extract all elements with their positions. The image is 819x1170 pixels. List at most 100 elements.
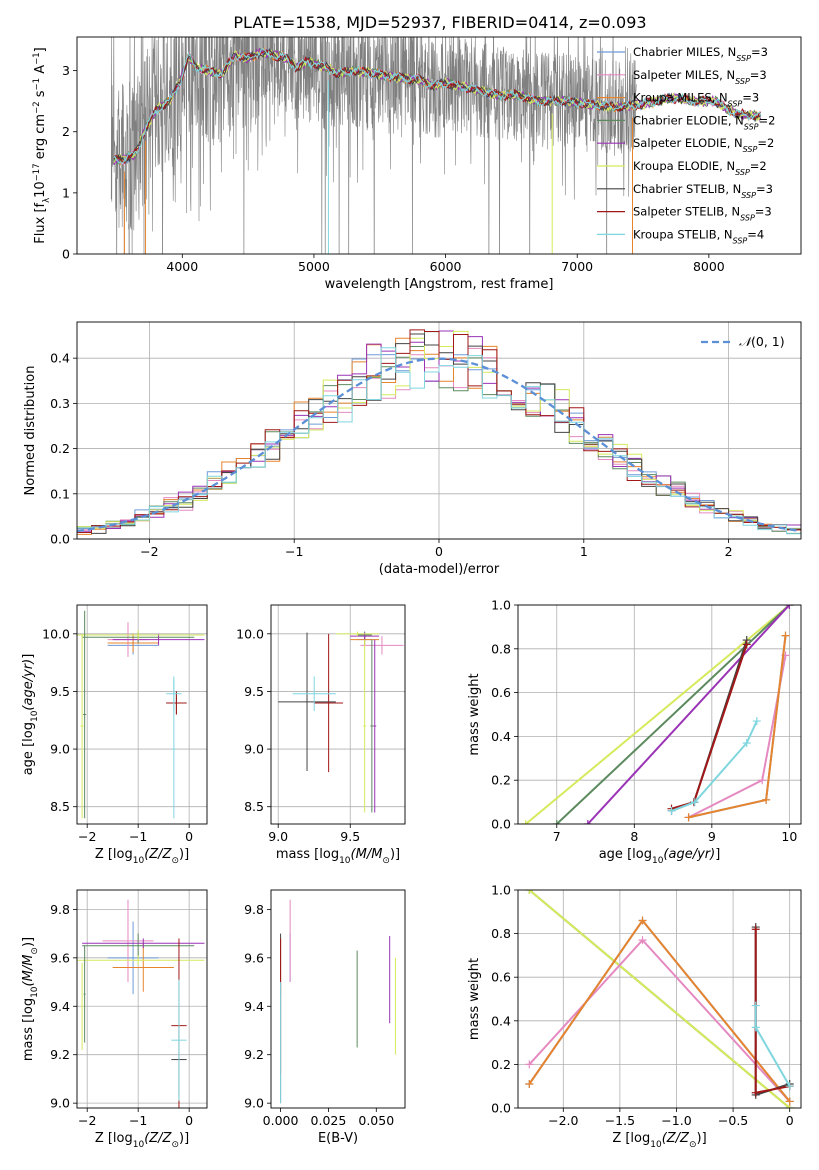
weight-marker (751, 925, 760, 934)
y-tick-label: 0.4 (491, 729, 511, 744)
weight-marker (752, 717, 761, 726)
label-text: Salpeter ELODIE, N (633, 136, 743, 150)
label-text: (age/yr) (663, 847, 715, 862)
label-sub: SSP (735, 168, 750, 177)
axis-label: age [log10(age/yr)] (21, 654, 40, 776)
label-text: λ (42, 198, 52, 203)
y-tick-label: 0.0 (491, 817, 511, 832)
legend-label: Kroupa ELODIE, NSSP=2 (633, 159, 767, 177)
axis-label: Z [log10(Z/Z⊙)] (612, 1131, 706, 1150)
y-tick-label: 9.0 (50, 742, 70, 757)
y-tick-label: 2 (62, 124, 70, 139)
label-text: Chabrier STELIB, N (633, 182, 741, 196)
x-tick-label: 0.050 (358, 1113, 394, 1128)
y-tick-label: 9.2 (50, 1047, 70, 1062)
axis-label: wavelength [Angstrom, rest frame] (325, 277, 554, 292)
label-sub: SSP (744, 122, 759, 131)
x-tick-label: 0 (435, 544, 443, 559)
x-tick-label: −1.0 (661, 1113, 691, 1128)
label-text: (Z/Z (144, 847, 172, 862)
y-tick-label: 9.6 (50, 950, 70, 965)
weight-marker (690, 798, 699, 807)
legend-label: Chabrier ELODIE, NSSP=2 (633, 113, 775, 130)
y-tick-label: 0.6 (491, 970, 511, 985)
x-tick-label: 9.0 (268, 829, 288, 844)
weight-marker (742, 640, 751, 649)
x-tick-label: 7 (553, 829, 561, 844)
label-text: =3 (755, 205, 772, 219)
figure-title: PLATE=1538, MJD=52937, FIBERID=0414, z=0… (233, 13, 646, 32)
label-text: Kroupa MILES, N (633, 91, 728, 105)
axes-frame (76, 889, 208, 1109)
label-text: (Z/Z (144, 1131, 172, 1146)
label-sub: 10 (30, 710, 40, 722)
y-tick-label: 9.0 (50, 1096, 70, 1111)
weight-marker (785, 1082, 794, 1091)
weight-line (754, 1005, 791, 1087)
legend-label: Salpeter MILES, NSSP=3 (633, 68, 767, 86)
axis-label: Z [log10(Z/Z⊙)] (95, 1131, 189, 1150)
y-tick-label: 0.2 (50, 441, 70, 456)
label-sub: 10 (652, 856, 664, 866)
label-sub: ⊙ (689, 1140, 697, 1150)
y-tick-label: 9.0 (244, 1096, 264, 1111)
x-tick-label: 1 (580, 544, 588, 559)
label-sub: 10 (133, 856, 145, 866)
y-tick-label: 0.2 (491, 1057, 511, 1072)
normal-curve (77, 357, 799, 533)
label-text: (M/M (21, 955, 36, 987)
label-sub: ⊙ (30, 947, 40, 955)
label-sub: SSP (733, 236, 748, 245)
axis-label: (data-model)/error (379, 562, 500, 577)
label-text: −1 (32, 52, 42, 65)
plot-area (278, 631, 404, 813)
weight-marker (525, 890, 534, 894)
x-tick-label: −2 (140, 544, 158, 559)
label-text: =4 (747, 227, 764, 241)
weight-marker (751, 1088, 760, 1097)
label-text: =3 (751, 45, 768, 59)
y-tick-label: 0.1 (50, 486, 70, 501)
x-tick-label: 5000 (298, 259, 330, 274)
x-tick-label: −2 (78, 829, 96, 844)
weight-line (587, 605, 791, 824)
legend-label: Salpeter STELIB, NSSP=3 (633, 205, 772, 223)
grid (271, 605, 405, 824)
label-text: =3 (756, 182, 773, 196)
x-tick-label: −0.5 (718, 1113, 748, 1128)
axis-label: age [log10(age/yr)] (599, 847, 721, 866)
label-text: 10 (33, 181, 48, 198)
label-text: age [log (21, 722, 36, 775)
x-tick-label: 0 (185, 829, 193, 844)
axes-frame (517, 889, 802, 1109)
x-tick-label: 2 (725, 544, 733, 559)
label-text: =2 (750, 159, 767, 173)
x-tick-label: −1 (285, 544, 303, 559)
label-sub: SSP (728, 99, 743, 108)
label-text: )] (697, 1131, 707, 1146)
legend-label: Chabrier MILES, NSSP=3 (633, 45, 768, 63)
legend-label: Kroupa STELIB, NSSP=4 (633, 227, 764, 245)
y-tick-label: 3 (62, 63, 70, 78)
y-tick-label: 0.4 (491, 1013, 511, 1028)
weight-marker (583, 820, 592, 824)
panel-weight-vs-Z: −2.0 −1.5 −1.0 −0.5 0 0.0 0.2 0.4 0.6 0.8 1.0 Z [lo… (467, 883, 802, 1150)
plot-area (525, 890, 794, 1108)
axis-label: mass weight (467, 958, 482, 1040)
weight-marker (552, 820, 561, 824)
weight-marker (785, 1097, 794, 1106)
y-tick-label: 0 (62, 247, 70, 262)
plot-area (77, 610, 205, 819)
x-tick-label: 4000 (166, 259, 198, 274)
plot-area (77, 329, 801, 538)
label-text: s (33, 90, 48, 101)
legend-label: 𝒩(0, 1) (739, 334, 785, 349)
model-spectrum-line (113, 48, 762, 164)
label-sub: SSP (743, 145, 758, 154)
label-text: ] (715, 847, 720, 862)
label-sub: SSP (736, 54, 751, 63)
plot-area (77, 899, 205, 1108)
label-text: ] (21, 654, 36, 659)
label-text: −2 (32, 101, 42, 114)
y-tick-label: 0.0 (491, 1101, 511, 1116)
